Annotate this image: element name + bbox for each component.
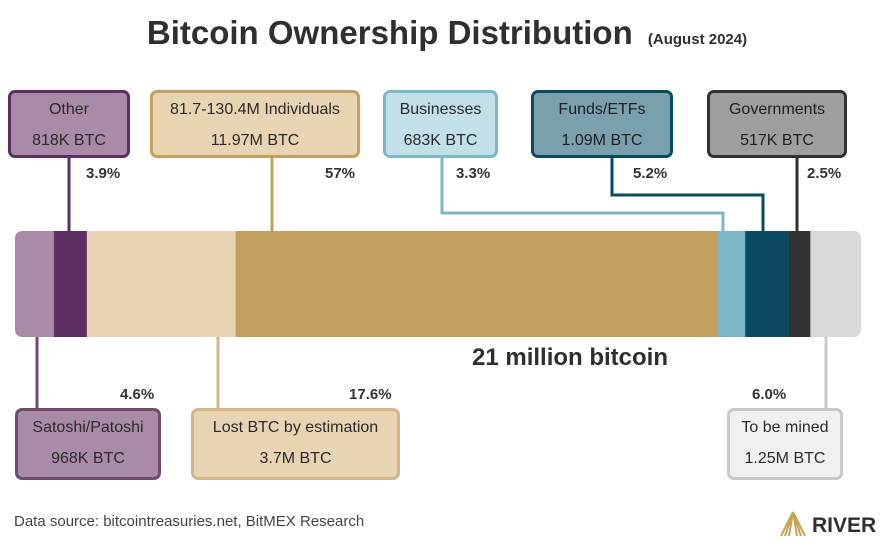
label-amount-lost-btc-by-estimation: 3.7M BTC (259, 450, 332, 467)
label-name-lost-btc-by-estimation: Lost BTC by estimation (212, 419, 379, 436)
label-box-lost-btc-by-estimation: Lost BTC by estimation 3.7M BTC (191, 408, 400, 480)
label-box-businesses: Businesses 683K BTC (383, 90, 498, 158)
chart-title-block: Bitcoin Ownership Distribution (August 2… (0, 14, 894, 52)
bar-segment-81-7-130-4m-individuals (235, 231, 718, 337)
label-box-funds-etfs: Funds/ETFs 1.09M BTC (531, 90, 673, 158)
label-name-other: Other (48, 101, 89, 118)
percent-label-to-be-mined: 6.0% (752, 386, 787, 403)
bar-segment-satoshi-patoshi (15, 231, 55, 337)
label-amount-businesses: 683K BTC (403, 132, 478, 149)
connector-businesses (440, 158, 725, 231)
label-amount-governments: 517K BTC (740, 132, 814, 149)
bar-segment-funds-etfs (745, 231, 790, 337)
label-amount-81-7-130-4m-individuals: 11.97M BTC (210, 132, 300, 149)
label-box-other: Other 818K BTC (8, 90, 130, 158)
label-amount-to-be-mined: 1.25M BTC (744, 450, 826, 467)
bar-segment-lost-btc-by-estimation (86, 231, 236, 337)
connector-funds-etfs (610, 158, 765, 231)
label-amount-satoshi-patoshi: 968K BTC (51, 450, 125, 467)
label-name-81-7-130-4m-individuals: 81.7-130.4M Individuals (170, 101, 340, 118)
chart-subtitle: (August 2024) (647, 31, 748, 48)
data-source-note: Data source: bitcointreasuries.net, BitM… (14, 513, 365, 530)
percent-label-governments: 2.5% (807, 165, 842, 182)
brand-logo: RIVER (778, 510, 876, 540)
label-amount-other: 818K BTC (32, 132, 106, 149)
bar-segment-to-be-mined (810, 231, 861, 337)
stacked-bar (15, 231, 861, 337)
label-box-satoshi-patoshi: Satoshi/Patoshi 968K BTC (15, 408, 161, 480)
river-mountain-icon (780, 511, 806, 537)
label-box-81-7-130-4m-individuals: 81.7-130.4M Individuals 11.97M BTC (150, 90, 360, 158)
percent-label-lost-btc-by-estimation: 17.6% (349, 386, 392, 403)
label-name-satoshi-patoshi: Satoshi/Patoshi (32, 419, 144, 436)
label-name-governments: Governments (728, 101, 826, 118)
label-name-businesses: Businesses (399, 101, 482, 118)
bar-segment-governments (789, 231, 811, 337)
label-name-to-be-mined: To be mined (741, 419, 829, 436)
percent-label-81-7-130-4m-individuals: 57% (325, 165, 356, 182)
total-supply-label: 21 million bitcoin (471, 344, 669, 371)
chart-title: Bitcoin Ownership Distribution (146, 14, 633, 51)
label-amount-funds-etfs: 1.09M BTC (561, 132, 643, 149)
brand-name: RIVER (812, 514, 877, 537)
label-name-funds-etfs: Funds/ETFs (558, 101, 646, 118)
percent-label-businesses: 3.3% (456, 165, 491, 182)
percent-label-funds-etfs: 5.2% (633, 165, 668, 182)
label-box-to-be-mined: To be mined 1.25M BTC (727, 408, 843, 480)
percent-label-other: 3.9% (86, 165, 121, 182)
bar-segment-businesses (717, 231, 746, 337)
percent-label-satoshi-patoshi: 4.6% (120, 386, 155, 403)
bar-segment-other (53, 231, 88, 337)
label-box-governments: Governments 517K BTC (707, 90, 847, 158)
